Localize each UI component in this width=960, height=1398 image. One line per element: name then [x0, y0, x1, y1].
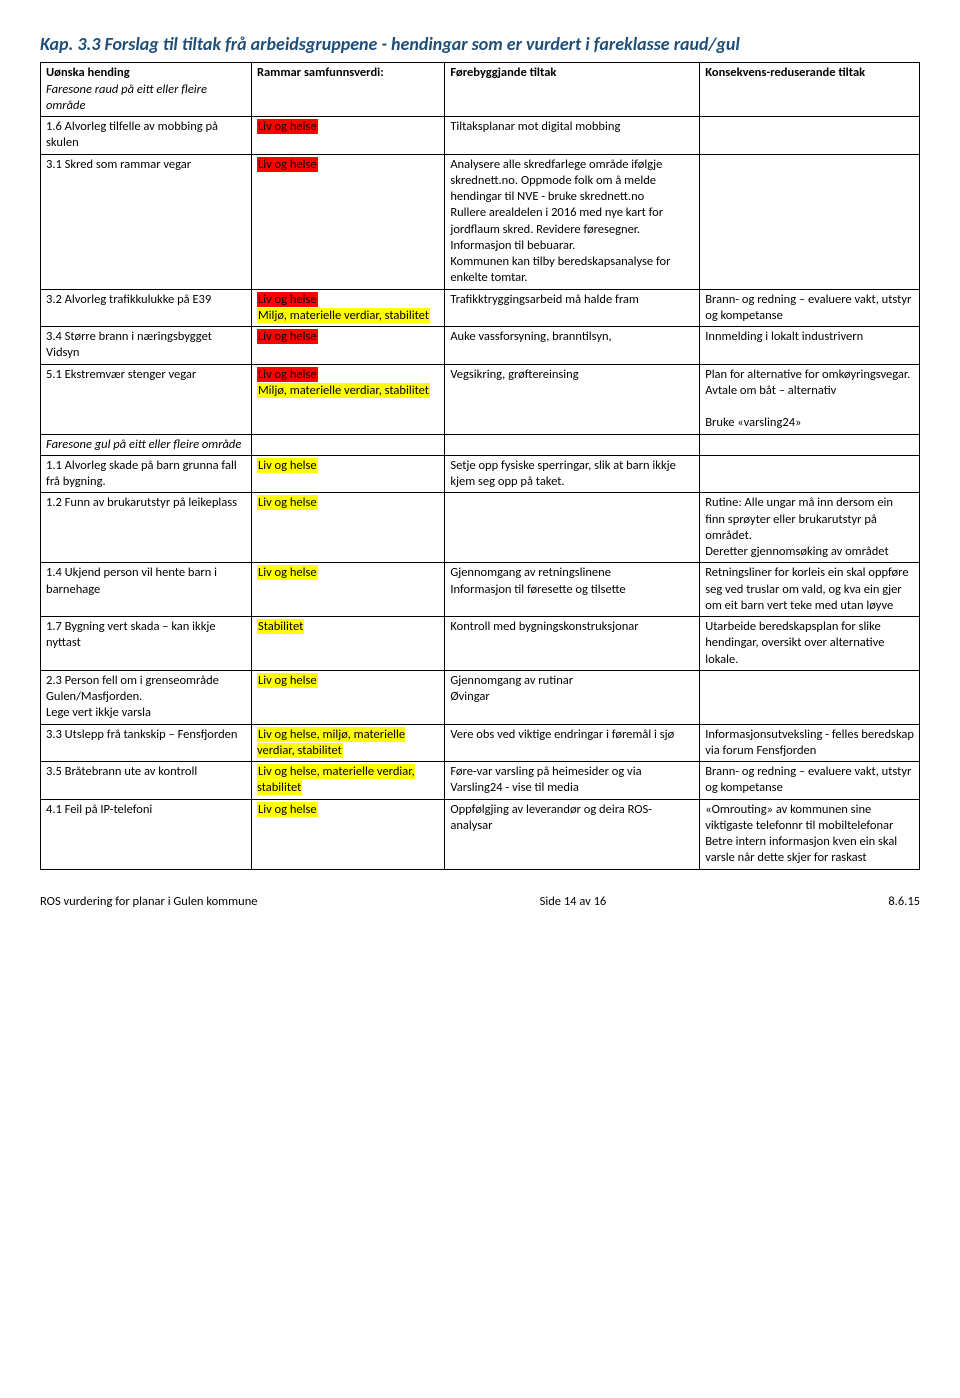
- table-cell: 3.3 Utslepp frå tankskip – Fensfjorden: [41, 724, 252, 762]
- table-header-row: Uønska hending Faresone raud på eitt ell…: [41, 63, 920, 117]
- table-row: 1.4 Ukjend person vil hente barn i barne…: [41, 563, 920, 617]
- table-cell: Rutine: Alle ungar må inn dersom ein fin…: [700, 493, 920, 563]
- table-cell: 5.1 Ekstremvær stenger vegar: [41, 364, 252, 434]
- table-cell: 2.3 Person fell om i grenseområde Gulen/…: [41, 670, 252, 724]
- table-row: 1.7 Bygning vert skada – kan ikkje nytta…: [41, 617, 920, 671]
- table-cell-rammar: Liv og helse: [251, 563, 444, 617]
- table-cell: Utarbeide beredskapsplan for slike hendi…: [700, 617, 920, 671]
- table-cell: Kontroll med bygningskonstruksjonar: [445, 617, 700, 671]
- col-header-preventive: Førebyggjande tiltak: [445, 63, 700, 117]
- table-cell: «Omrouting» av kommunen sine viktigaste …: [700, 799, 920, 869]
- table-cell: 1.4 Ukjend person vil hente barn i barne…: [41, 563, 252, 617]
- highlight-span: Liv og helse, materielle verdiar, stabil…: [257, 764, 415, 795]
- table-cell: [445, 493, 700, 563]
- table-row: 2.3 Person fell om i grenseområde Gulen/…: [41, 670, 920, 724]
- table-cell: Informasjonsutveksling - felles beredska…: [700, 724, 920, 762]
- table-cell-rammar: [251, 434, 444, 455]
- table-row: 5.1 Ekstremvær stenger vegarLiv og helse…: [41, 364, 920, 434]
- table-cell: 1.6 Alvorleg tilfelle av mobbing på skul…: [41, 117, 252, 155]
- table-cell: [700, 117, 920, 155]
- highlight-span: Liv og helse: [257, 495, 318, 510]
- table-cell: Plan for alternative for omkøyringsvegar…: [700, 364, 920, 434]
- table-row: 1.2 Funn av brukarutstyr på leikeplass Li…: [41, 493, 920, 563]
- col-header-event: Uønska hending Faresone raud på eitt ell…: [41, 63, 252, 117]
- table-row: 3.1 Skred som rammar vegar Liv og helse An…: [41, 154, 920, 289]
- highlight-span: Miljø, materielle verdiar, stabilitet: [257, 308, 430, 323]
- table-cell: Tiltaksplanar mot digital mobbing: [445, 117, 700, 155]
- highlight-span: Liv og helse: [257, 367, 318, 382]
- table-cell: Innmelding i lokalt industrivern: [700, 327, 920, 365]
- table-cell: Brann- og redning – evaluere vakt, utsty…: [700, 289, 920, 327]
- table-cell: Faresone gul på eitt eller fleire område: [41, 434, 252, 455]
- table-cell-rammar: Liv og helse: [251, 670, 444, 724]
- table-cell-rammar: Liv og helse, materielle verdiar, stabil…: [251, 762, 444, 800]
- highlight-span: Liv og helse, miljø, materielle verdiar,…: [257, 727, 405, 758]
- table-cell-rammar: Liv og helseMiljø, materielle verdiar, s…: [251, 289, 444, 327]
- table-cell: [700, 670, 920, 724]
- highlight-span: Liv og helse: [257, 292, 318, 307]
- col-header-event-main: Uønska hending: [46, 65, 130, 80]
- table-cell: 3.5 Bråtebrann ute av kontroll: [41, 762, 252, 800]
- table-cell: Auke vassforsyning, branntilsyn,: [445, 327, 700, 365]
- highlight-span: Liv og helse: [257, 119, 318, 134]
- col-header-event-sub: Faresone raud på eitt eller fleire områd…: [46, 82, 246, 115]
- table-cell: [700, 455, 920, 493]
- footer-left: ROS vurdering for planar i Gulen kommune: [40, 894, 258, 911]
- table-row: 1.1 Alvorleg skade på barn grunna fall f…: [41, 455, 920, 493]
- table-cell: [445, 434, 700, 455]
- table-row: 4.1 Feil på IP-telefoni Liv og helse Oppfø…: [41, 799, 920, 869]
- table-row: Faresone gul på eitt eller fleire område: [41, 434, 920, 455]
- table-cell-rammar: Liv og helse, miljø, materielle verdiar,…: [251, 724, 444, 762]
- table-cell: [700, 434, 920, 455]
- table-cell-rammar: Liv og helse: [251, 455, 444, 493]
- table-cell-rammar: Liv og helse: [251, 154, 444, 289]
- footer-right: 8.6.15: [888, 894, 920, 911]
- table-cell: Trafikktryggingsarbeid må halde fram: [445, 289, 700, 327]
- highlight-span: Liv og helse: [257, 329, 318, 344]
- table-cell: 3.2 Alvorleg trafikkulukke på E39: [41, 289, 252, 327]
- table-row: 1.6 Alvorleg tilfelle av mobbing på skul…: [41, 117, 920, 155]
- table-cell: Oppfølgjing av leverandør og deira ROS-a…: [445, 799, 700, 869]
- table-cell: 4.1 Feil på IP-telefoni: [41, 799, 252, 869]
- table-cell: Retningsliner for korleis ein skal oppfø…: [700, 563, 920, 617]
- highlight-span: Liv og helse: [257, 673, 318, 688]
- table-cell: 1.7 Bygning vert skada – kan ikkje nytta…: [41, 617, 252, 671]
- table-row: 3.2 Alvorleg trafikkulukke på E39Liv og …: [41, 289, 920, 327]
- table-cell-rammar: Liv og helse: [251, 327, 444, 365]
- footer-center: Side 14 av 16: [540, 894, 607, 911]
- table-row: 3.4 Større brann i næringsbygget Vidsyn L…: [41, 327, 920, 365]
- table-row: 3.3 Utslepp frå tankskip – FensfjordenLi…: [41, 724, 920, 762]
- table-cell: Føre-var varsling på heimesider og via V…: [445, 762, 700, 800]
- table-cell: Gjennomgang av retningslineneInformasjon…: [445, 563, 700, 617]
- table-cell-rammar: Liv og helse: [251, 799, 444, 869]
- highlight-span: Liv og helse: [257, 458, 318, 473]
- table-cell: Brann- og redning – evaluere vakt, utsty…: [700, 762, 920, 800]
- table-cell: [700, 154, 920, 289]
- table-cell-rammar: Liv og helse: [251, 493, 444, 563]
- table-cell: Analysere alle skredfarlege område ifølg…: [445, 154, 700, 289]
- col-header-rammar: Rammar samfunnsverdi:: [251, 63, 444, 117]
- risk-measures-table: Uønska hending Faresone raud på eitt ell…: [40, 62, 920, 869]
- highlight-span: Stabilitet: [257, 619, 304, 634]
- highlight-span: Miljø, materielle verdiar, stabilitet: [257, 383, 430, 398]
- table-cell-rammar: Stabilitet: [251, 617, 444, 671]
- table-cell: 1.1 Alvorleg skade på barn grunna fall f…: [41, 455, 252, 493]
- chapter-title: Kap. 3.3 Forslag til tiltak frå arbeidsg…: [40, 32, 920, 56]
- col-header-consequence: Konsekvens-reduserande tiltak: [700, 63, 920, 117]
- highlight-span: Liv og helse: [257, 565, 318, 580]
- table-cell-rammar: Liv og helse: [251, 117, 444, 155]
- table-cell: Setje opp fysiske sperringar, slik at ba…: [445, 455, 700, 493]
- highlight-span: Liv og helse: [257, 157, 318, 172]
- table-cell-rammar: Liv og helseMiljø, materielle verdiar, s…: [251, 364, 444, 434]
- table-cell: 3.4 Større brann i næringsbygget Vidsyn: [41, 327, 252, 365]
- highlight-span: Liv og helse: [257, 802, 318, 817]
- table-cell: 1.2 Funn av brukarutstyr på leikeplass: [41, 493, 252, 563]
- table-cell: 3.1 Skred som rammar vegar: [41, 154, 252, 289]
- page-footer: ROS vurdering for planar i Gulen kommune…: [40, 894, 920, 911]
- table-row: 3.5 Bråtebrann ute av kontrollLiv og hel…: [41, 762, 920, 800]
- table-cell: Vegsikring, grøftereinsing: [445, 364, 700, 434]
- table-cell: Vere obs ved viktige endringar i føremål…: [445, 724, 700, 762]
- table-cell: Gjennomgang av rutinarØvingar: [445, 670, 700, 724]
